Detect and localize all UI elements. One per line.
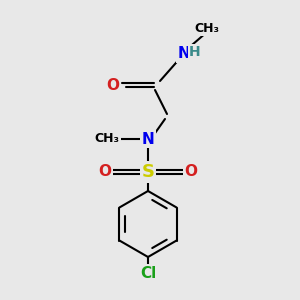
Text: S: S bbox=[142, 163, 154, 181]
Text: N: N bbox=[178, 46, 190, 62]
Text: CH₃: CH₃ bbox=[94, 133, 119, 146]
Text: O: O bbox=[184, 164, 197, 179]
Text: O: O bbox=[98, 164, 112, 179]
Text: CH₃: CH₃ bbox=[194, 22, 220, 34]
Text: Cl: Cl bbox=[140, 266, 156, 280]
Text: O: O bbox=[106, 77, 119, 92]
Text: N: N bbox=[142, 131, 154, 146]
Text: H: H bbox=[189, 45, 201, 59]
